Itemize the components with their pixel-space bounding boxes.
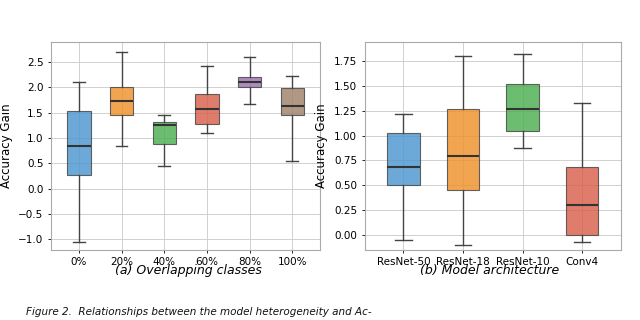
- Text: (a) Overlapping classes: (a) Overlapping classes: [115, 264, 262, 277]
- PathPatch shape: [387, 133, 420, 185]
- PathPatch shape: [566, 167, 598, 235]
- PathPatch shape: [195, 94, 219, 124]
- PathPatch shape: [67, 111, 91, 174]
- PathPatch shape: [506, 84, 539, 131]
- Text: Figure 2.  Relationships between the model heterogeneity and Ac-: Figure 2. Relationships between the mode…: [26, 307, 371, 317]
- Y-axis label: Accuracy Gain: Accuracy Gain: [0, 103, 13, 188]
- PathPatch shape: [152, 122, 176, 144]
- Y-axis label: Accuracy Gain: Accuracy Gain: [316, 103, 328, 188]
- PathPatch shape: [447, 109, 479, 190]
- PathPatch shape: [110, 87, 133, 115]
- Text: (b) Model architecture: (b) Model architecture: [420, 264, 559, 277]
- PathPatch shape: [280, 88, 304, 115]
- PathPatch shape: [238, 77, 261, 87]
